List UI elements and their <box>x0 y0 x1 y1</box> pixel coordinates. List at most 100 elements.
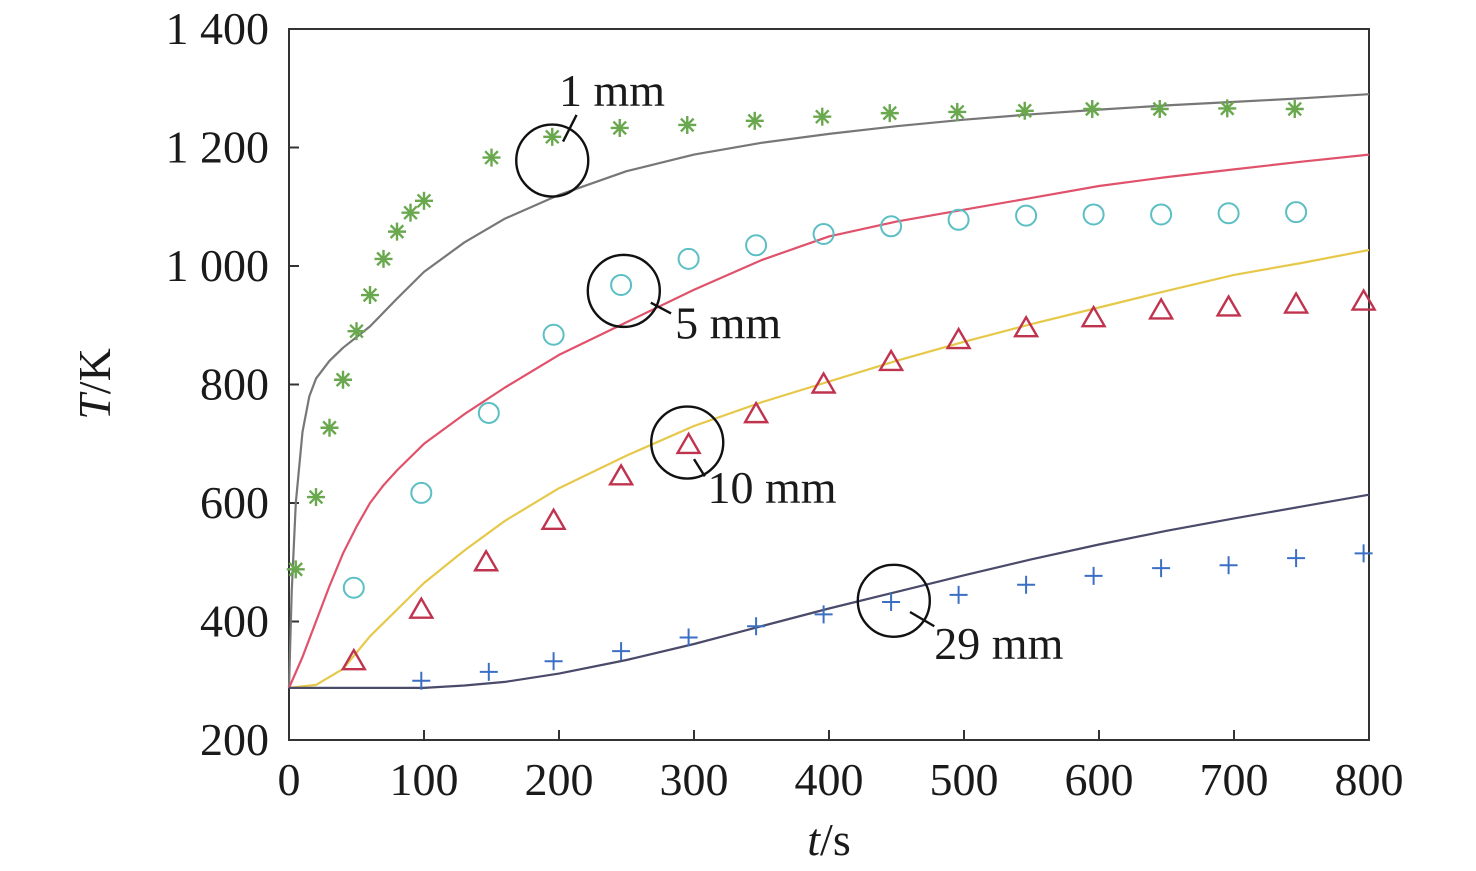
measured-point-10-mm <box>408 596 435 619</box>
annotation-label: 5 mm <box>675 297 781 348</box>
x-tick-label: 600 <box>1065 754 1134 805</box>
measured-point-5-mm <box>880 215 903 238</box>
x-tick-label: 100 <box>390 754 459 805</box>
measured-point-10-mm <box>1013 314 1040 338</box>
measured-point-10-mm <box>608 462 635 486</box>
measured-point-10-mm <box>340 647 367 671</box>
y-axis-label: T/K <box>69 348 120 420</box>
measured-point-5-mm <box>477 401 500 424</box>
measured-point-10-mm <box>878 348 905 372</box>
y-tick-label: 1 400 <box>166 3 270 54</box>
measured-point-10-mm <box>473 548 500 572</box>
simulated-line-29-mm <box>289 493 1370 690</box>
measured-point-1-mm <box>880 104 899 123</box>
simulated-curves <box>287 93 1370 690</box>
measured-point-10-mm <box>945 326 972 350</box>
measured-point-1-mm <box>374 249 393 268</box>
annotation-circle <box>515 123 590 198</box>
measured-point-29-mm <box>1152 559 1171 578</box>
measured-point-5-mm <box>1285 201 1308 224</box>
annotation-leader <box>692 458 706 477</box>
measured-point-29-mm <box>479 662 498 681</box>
measured-point-1-mm <box>1083 99 1102 118</box>
measured-point-1-mm <box>415 191 433 210</box>
measured-point-1-mm <box>948 102 967 121</box>
annotation-1-mm: 1 mm <box>515 65 665 198</box>
measured-point-29-mm <box>1084 566 1103 585</box>
y-tick-label: 1 200 <box>166 122 270 173</box>
x-axis-unit: /s <box>820 814 851 865</box>
measured-point-1-mm <box>286 560 305 579</box>
measured-point-10-mm <box>675 431 702 455</box>
annotation-5-mm: 5 mm <box>586 253 781 348</box>
simulated-line-5-mm <box>287 153 1370 689</box>
measured-point-10-mm <box>810 371 837 394</box>
measured-point-1-mm <box>1218 99 1237 118</box>
measured-point-10-mm <box>1148 297 1175 320</box>
simulated-line-1-mm <box>287 93 1370 688</box>
measured-point-5-mm <box>410 481 433 504</box>
measured-point-1-mm <box>543 127 562 146</box>
measured-point-29-mm <box>412 671 431 690</box>
x-tick-label: 700 <box>1200 754 1269 805</box>
measured-point-10-mm <box>1080 304 1107 328</box>
annotation-leader <box>909 610 935 628</box>
measured-point-10-mm <box>1350 288 1377 311</box>
measured-point-1-mm <box>813 107 832 126</box>
measured-point-5-mm <box>1150 203 1173 226</box>
measured-point-29-mm <box>949 585 968 604</box>
x-tick-label: 0 <box>278 754 301 805</box>
measured-point-5-mm <box>677 247 700 270</box>
annotation-label: 10 mm <box>708 462 837 513</box>
annotation-circle <box>586 253 661 329</box>
measured-point-10-mm <box>1215 294 1242 317</box>
measured-point-10-mm <box>1283 291 1310 314</box>
measured-point-29-mm <box>679 628 698 647</box>
x-tick-label: 200 <box>525 754 594 805</box>
measured-point-5-mm <box>342 576 365 599</box>
measured-point-29-mm <box>1017 575 1036 594</box>
measured-point-5-mm <box>1217 202 1240 225</box>
measured-point-1-mm <box>334 370 352 389</box>
measured-point-29-mm <box>747 617 766 636</box>
measured-point-1-mm <box>401 203 420 222</box>
x-axis-variable: t <box>807 814 821 865</box>
measured-point-5-mm <box>812 223 835 246</box>
measured-point-5-mm <box>947 208 970 231</box>
y-tick-label: 400 <box>200 596 269 647</box>
measured-point-29-mm <box>882 592 901 611</box>
measured-point-5-mm <box>1015 204 1038 227</box>
x-tick-label: 800 <box>1335 754 1404 805</box>
measured-point-1-mm <box>1150 99 1169 118</box>
measured-point-1-mm <box>320 418 339 437</box>
y-axis-variable: T <box>69 391 120 420</box>
measured-point-1-mm <box>388 222 406 241</box>
measured-point-5-mm <box>1082 203 1105 226</box>
measured-point-1-mm <box>610 118 629 137</box>
measured-point-5-mm <box>542 323 565 346</box>
measured-point-29-mm <box>1287 549 1306 568</box>
measured-point-10-mm <box>743 400 770 424</box>
thickness-annotations: 1 mm 5 mm 10 mm 29 mm <box>515 65 1064 669</box>
y-axis-unit: /K <box>69 348 120 394</box>
axis-ticks: 0 100 200 300 400 500 600 700 800 200 400 600 800 1 0… <box>166 3 1404 805</box>
measured-point-29-mm <box>612 642 631 661</box>
measured-point-10-mm <box>540 507 567 530</box>
x-axis-label: t/s <box>807 814 850 865</box>
measured-point-29-mm <box>1354 544 1373 563</box>
x-tick-label: 300 <box>660 754 729 805</box>
measured-point-1-mm <box>482 148 501 167</box>
annotation-10-mm: 10 mm <box>650 405 837 513</box>
y-tick-label: 200 <box>200 714 269 765</box>
measured-point-1-mm <box>347 322 366 341</box>
measured-point-1-mm <box>307 488 325 507</box>
measured-point-1-mm <box>745 111 764 130</box>
annotation-label: 1 mm <box>559 65 665 116</box>
y-tick-label: 600 <box>200 477 269 528</box>
annotation-label: 29 mm <box>934 618 1063 669</box>
measured-markers <box>286 99 1377 690</box>
measured-point-1-mm <box>678 115 697 134</box>
x-tick-label: 500 <box>930 754 999 805</box>
measured-point-1-mm <box>1015 101 1034 120</box>
